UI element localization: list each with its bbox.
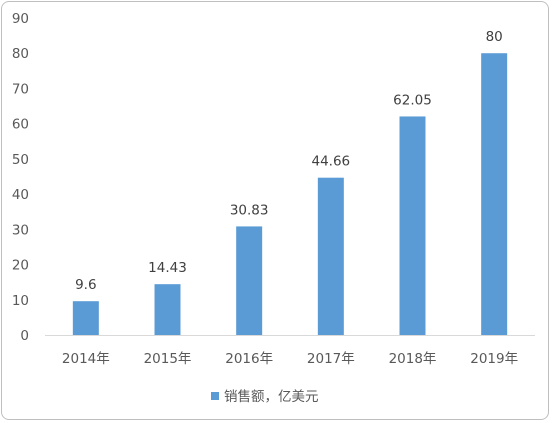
data-label: 30.83 [230, 202, 269, 218]
bar [236, 226, 263, 335]
bar [72, 301, 99, 335]
x-tick-label: 2017年 [307, 351, 355, 367]
y-tick-label: 40 [12, 187, 29, 203]
data-label: 9.6 [75, 277, 96, 293]
bar [399, 116, 426, 336]
y-tick-label: 80 [12, 46, 29, 62]
y-axis-ticks: 0 10 20 30 40 50 60 70 80 90 [12, 11, 29, 344]
y-tick-label: 20 [12, 258, 29, 274]
y-tick-label: 90 [12, 11, 29, 27]
legend-label: 销售额，亿美元 [224, 389, 319, 405]
y-tick-label: 50 [12, 152, 29, 168]
x-tick-label: 2018年 [389, 351, 437, 367]
y-tick-label: 70 [12, 81, 29, 97]
x-tick-label: 2014年 [62, 351, 110, 367]
legend-swatch [211, 392, 219, 400]
x-tick-label: 2019年 [470, 351, 518, 367]
x-axis-ticks: 2014年 2015年 2016年 2017年 2018年 2019年 [62, 351, 518, 367]
x-tick-label: 2016年 [225, 351, 273, 367]
data-labels: 9.6 14.43 30.83 44.66 62.05 80 [75, 29, 503, 293]
data-label: 80 [486, 29, 503, 45]
legend: 销售额，亿美元 [211, 389, 319, 405]
data-label: 14.43 [148, 260, 187, 276]
y-tick-label: 60 [12, 117, 29, 133]
y-tick-label: 10 [12, 293, 29, 309]
y-tick-label: 0 [20, 328, 29, 344]
bar [154, 284, 181, 335]
bars [72, 53, 508, 336]
data-label: 62.05 [393, 92, 432, 108]
bar [481, 53, 508, 335]
bar [317, 177, 344, 335]
data-label: 44.66 [312, 154, 351, 170]
x-tick-label: 2015年 [144, 351, 192, 367]
y-tick-label: 30 [12, 222, 29, 238]
